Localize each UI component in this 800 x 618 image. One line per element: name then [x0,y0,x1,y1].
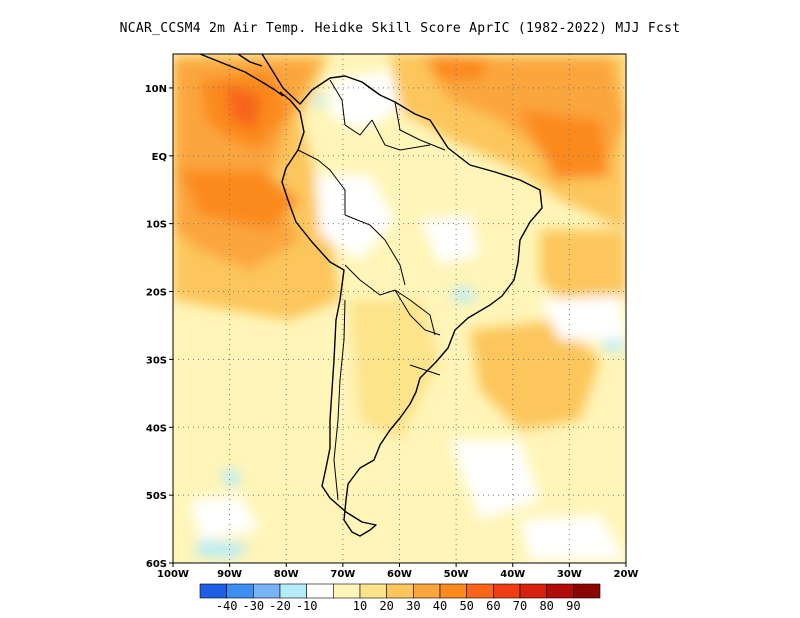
colorbar-swatch [199,583,227,599]
lat-tick-label: 10N [145,84,167,95]
field-region-60-pacific [180,170,300,230]
field-region-white-se [520,515,626,560]
colorbar-label: -30 [242,599,264,613]
field-region-30-south [350,300,440,440]
lon-tick-label: 80W [274,569,299,580]
colorbar-label: -20 [269,599,291,613]
colorbar-swatch [439,583,467,599]
colorbar-label: 70 [513,599,527,613]
colorbar-label: 60 [486,599,500,613]
lat-tick-label: 50S [146,491,167,502]
lon-tick-label: 90W [217,569,242,580]
central-america-outline [199,54,284,97]
field-region-neg10-a [195,540,250,558]
colorbar: -40 -30 -20 -10 10 20 30 40 50 60 70 80 90 [199,583,601,613]
field-region-white-patagonia [450,440,540,520]
colorbar-swatch [359,583,387,599]
central-america-outline-north [237,54,263,67]
field-region-white-sw [190,495,260,540]
border-uruguay [409,364,441,376]
lon-tick-label: 50W [444,569,469,580]
border-colombia-peru [297,149,346,215]
colorbar-swatch [573,583,601,599]
colorbar-label: 50 [459,599,473,613]
field-region-40-atlantic [540,230,626,310]
border-paraguay [394,289,441,336]
colorbar-swatch [466,583,494,599]
field-region-40-brazil [470,320,600,430]
border-brazil-north [371,119,431,151]
colorbar-swatch [253,583,281,599]
border-guianas [394,101,446,151]
colorbar-label: 30 [406,599,420,613]
lon-tick-label: 100W [157,569,189,580]
gridlines [173,54,626,563]
border-brazil-west [344,214,406,286]
colorbar-label: 20 [379,599,393,613]
coastlines [199,54,543,537]
lon-tick-label: 70W [330,569,355,580]
country-borders [297,79,446,501]
field-region-white-atlantic [540,295,626,340]
field-region-neg10-e [313,95,326,108]
skill-field [173,54,626,563]
field-region-60-north [520,110,610,180]
colorbar-label: 40 [433,599,447,613]
latitude-labels: 10N EQ 10S 20S 30S 40S 50S 60S [145,84,173,570]
colorbar-swatch [306,583,334,599]
colorbar-label: 10 [353,599,367,613]
lon-tick-label: 60W [387,569,412,580]
field-region-white-east [420,215,480,265]
field-region-white-north [330,70,400,130]
lat-tick-label: 40S [146,423,167,434]
field-region-neg10-b [222,470,240,486]
field-region-70-pacific [225,85,262,130]
field-region-neg10-d [602,340,624,352]
lat-tick-label: EQ [152,152,167,163]
lon-tick-label: 20W [614,569,639,580]
colorbar-swatch [386,583,414,599]
colorbar-swatch [333,583,361,599]
colorbar-swatch [226,583,254,599]
colorbar-label: -40 [216,599,238,613]
border-argentina-chile [333,299,346,501]
field-region-60-northeast [430,56,490,80]
border-colombia-venezuela [329,79,373,136]
colorbar-label: -10 [296,599,318,613]
lon-tick-label: 40W [500,569,525,580]
longitude-labels: 100W 90W 80W 70W 60W 50W 40W 30W 20W [157,563,638,580]
lon-tick-label: 30W [557,569,582,580]
colorbar-swatch [413,583,441,599]
colorbar-swatch [493,583,521,599]
colorbar-swatch [546,583,574,599]
chart-title: NCAR_CCSM4 2m Air Temp. Heidke Skill Sco… [119,21,681,36]
field-region-white-amazon [315,175,395,260]
colorbar-label: 90 [566,599,580,613]
colorbar-label: 80 [539,599,553,613]
colorbar-swatch [279,583,307,599]
colorbar-swatch [519,583,547,599]
lat-tick-label: 20S [146,288,167,299]
lat-tick-label: 10S [146,220,167,231]
lat-tick-label: 60S [146,559,167,570]
south-america-outline [261,54,543,537]
lat-tick-label: 30S [146,355,167,366]
